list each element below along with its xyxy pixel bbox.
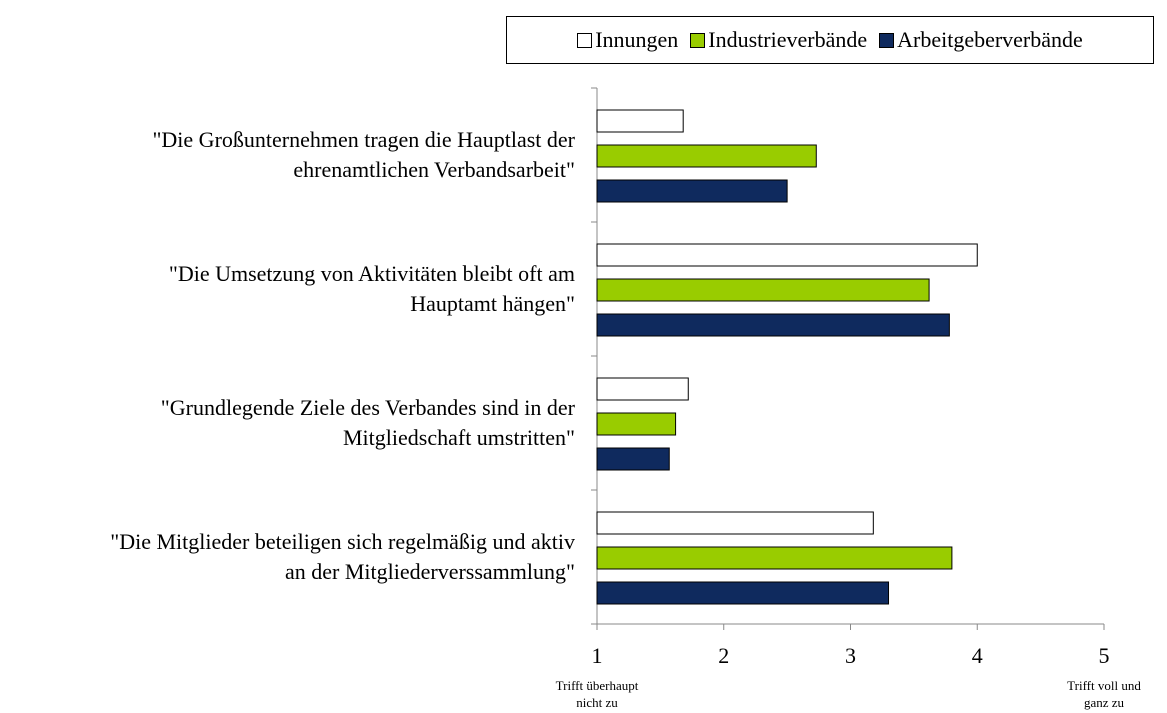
bar: [596, 243, 978, 267]
bar: [596, 278, 930, 302]
axis-annotation: Trifft überhaupt nicht zu: [555, 678, 639, 710]
legend-item: Arbeitgeberverbände: [879, 27, 1083, 53]
bar: [596, 412, 677, 436]
legend: Innungen Industrieverbände Arbeitgeberverb…: [506, 16, 1154, 64]
x-tick-label: 3: [845, 643, 856, 668]
legend-swatch: [879, 32, 895, 48]
bar: [596, 144, 817, 168]
category-label: "Die Großunternehmen tragen die Hauptlas…: [152, 127, 575, 182]
legend-item: Industrieverbände: [690, 27, 867, 53]
category-label: "Die Umsetzung von Aktivitäten bleibt of…: [168, 261, 575, 316]
bar: [596, 109, 684, 133]
bar: [596, 581, 890, 605]
legend-swatch: [577, 32, 593, 48]
bar: [596, 179, 788, 203]
legend-label: Innungen: [595, 27, 679, 52]
legend-item: Innungen: [577, 27, 678, 53]
axis-annotation: Trifft voll und ganz zu: [1067, 678, 1141, 710]
x-tick-label: 1: [592, 643, 603, 668]
bar: [596, 313, 950, 337]
x-tick-label: 2: [718, 643, 729, 668]
bar: [596, 546, 953, 570]
legend-label: Arbeitgeberverbände: [897, 27, 1083, 52]
legend-swatch: [690, 32, 706, 48]
bar: [596, 377, 689, 401]
category-label: "Die Mitglieder beteiligen sich regelmäß…: [110, 529, 575, 584]
category-label: "Grundlegende Ziele des Verbandes sind i…: [160, 395, 575, 450]
bar: [596, 447, 670, 471]
bar: [596, 511, 874, 535]
x-tick-label: 5: [1099, 643, 1110, 668]
legend-label: Industrieverbände: [708, 27, 868, 52]
x-tick-label: 4: [972, 643, 983, 668]
